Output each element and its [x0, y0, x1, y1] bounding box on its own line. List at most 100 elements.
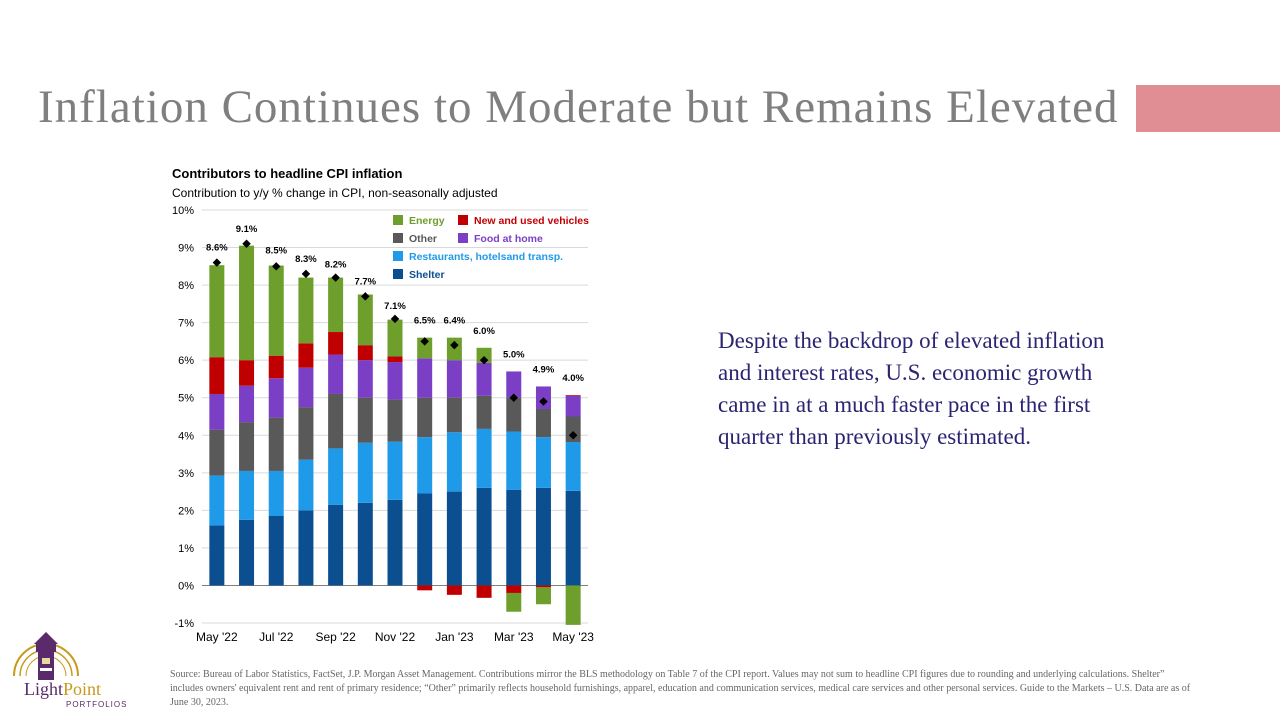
bar-segment: [535, 487, 551, 586]
bar-segment: [506, 585, 522, 593]
headline-label: 8.5%: [265, 246, 287, 257]
legend-swatch: [458, 233, 468, 243]
bar-segment: [565, 395, 581, 396]
bar-segment: [268, 417, 284, 471]
title-accent-bar: [1136, 85, 1280, 132]
headline-marker: [242, 239, 251, 249]
bar-segment: [387, 499, 403, 586]
bar-segment: [298, 510, 314, 586]
y-tick-label: 10%: [172, 205, 194, 217]
y-tick-label: 4%: [178, 430, 194, 442]
legend-label: New and used vehicles: [474, 215, 589, 227]
bar-segment: [239, 385, 255, 423]
bar-segment: [357, 294, 373, 346]
logo-subtitle: PORTFOLIOS: [66, 700, 128, 709]
bar-segment: [357, 502, 373, 586]
y-tick-label: 0%: [178, 580, 194, 592]
headline-label: 8.3%: [295, 254, 317, 265]
bar-segment: [328, 332, 344, 355]
headline-marker: [212, 258, 222, 267]
bar-segment: [565, 442, 581, 491]
callout-text: Despite the backdrop of elevated inflati…: [718, 328, 1105, 449]
bar-segment: [417, 358, 433, 398]
legend-swatch: [393, 233, 403, 243]
bar-segment: [446, 585, 462, 595]
y-tick-label: 7%: [178, 318, 194, 330]
bar-segment: [328, 354, 344, 394]
bar-segment: [476, 487, 492, 586]
headline-label: 6.0%: [473, 326, 495, 337]
bar-segment: [209, 475, 225, 526]
bar-segment: [357, 345, 373, 361]
legend-label: Restaurants, hotelsand transp.: [409, 251, 563, 263]
y-tick-label: 6%: [178, 355, 194, 367]
bar-segment: [506, 592, 522, 612]
bar-segment: [535, 585, 551, 588]
bar-segment: [446, 491, 462, 586]
bar-segment: [387, 441, 403, 500]
x-tick-label: Jan '23: [435, 630, 474, 644]
bar-segment: [209, 265, 225, 358]
legend-swatch: [393, 215, 403, 225]
headline-label: 7.1%: [384, 301, 406, 312]
headline-marker: [420, 337, 429, 346]
bar-segment: [417, 397, 433, 438]
bar-segment: [268, 355, 284, 379]
bar-segment: [446, 432, 462, 492]
y-tick-label: 3%: [178, 468, 194, 480]
bar-segment: [209, 429, 225, 476]
bar-segment: [446, 360, 462, 398]
bar-segment: [298, 277, 314, 344]
bar-segment: [268, 470, 284, 516]
lighthouse-logo-icon: [13, 632, 79, 680]
logo-wordmark-light: Light: [24, 679, 63, 699]
bar-segment: [239, 245, 255, 361]
headline-label: 5.0%: [503, 349, 525, 360]
y-tick-label: 1%: [178, 543, 194, 555]
bar-segment: [357, 397, 373, 443]
bar-segment: [476, 585, 492, 598]
headline-marker: [331, 273, 340, 282]
bar-segment: [298, 367, 314, 408]
bar-segment: [298, 459, 314, 511]
bar-segment: [268, 265, 284, 356]
headline-label: 8.6%: [206, 243, 228, 254]
bar-segment: [417, 437, 433, 494]
bar-segment: [298, 407, 314, 460]
bar-segment: [476, 428, 492, 488]
x-tick-label: Mar '23: [494, 630, 534, 644]
headline-marker: [450, 340, 459, 350]
legend-label: Shelter: [409, 269, 445, 281]
bar-segment: [357, 442, 373, 503]
headline-marker: [361, 292, 370, 301]
bar-segment: [506, 489, 522, 586]
bar-segment: [506, 397, 522, 432]
bar-segment: [535, 587, 551, 605]
chart-title: Contributors to headline CPI inflation: [172, 166, 403, 181]
y-tick-label: 2%: [178, 505, 194, 517]
bar-segment: [268, 378, 284, 418]
bar-segment: [209, 525, 225, 586]
y-tick-label: 9%: [178, 243, 194, 255]
headline-label: 8.2%: [325, 260, 347, 271]
logo-wordmark: LightPoint: [24, 679, 101, 700]
bar-segment: [565, 490, 581, 586]
headline-marker: [271, 262, 281, 271]
bar-segment: [535, 408, 551, 438]
x-tick-label: Jul '22: [259, 630, 294, 644]
headline-label: 6.4%: [444, 316, 466, 327]
x-tick-label: May '22: [196, 630, 238, 644]
y-tick-label: 5%: [178, 393, 194, 405]
bar-segment: [239, 470, 255, 520]
bar-segment: [328, 504, 344, 586]
bar-segment: [565, 395, 581, 417]
bar-segment: [417, 493, 433, 586]
bar-segment: [446, 397, 462, 433]
bar-segment: [506, 431, 522, 490]
headline-marker: [479, 355, 489, 365]
headline-label: 9.1%: [236, 224, 258, 235]
headline-marker: [509, 393, 519, 402]
bar-segment: [387, 399, 403, 442]
x-tick-label: May '23: [552, 630, 594, 644]
chart-subtitle: Contribution to y/y % change in CPI, non…: [172, 186, 498, 200]
